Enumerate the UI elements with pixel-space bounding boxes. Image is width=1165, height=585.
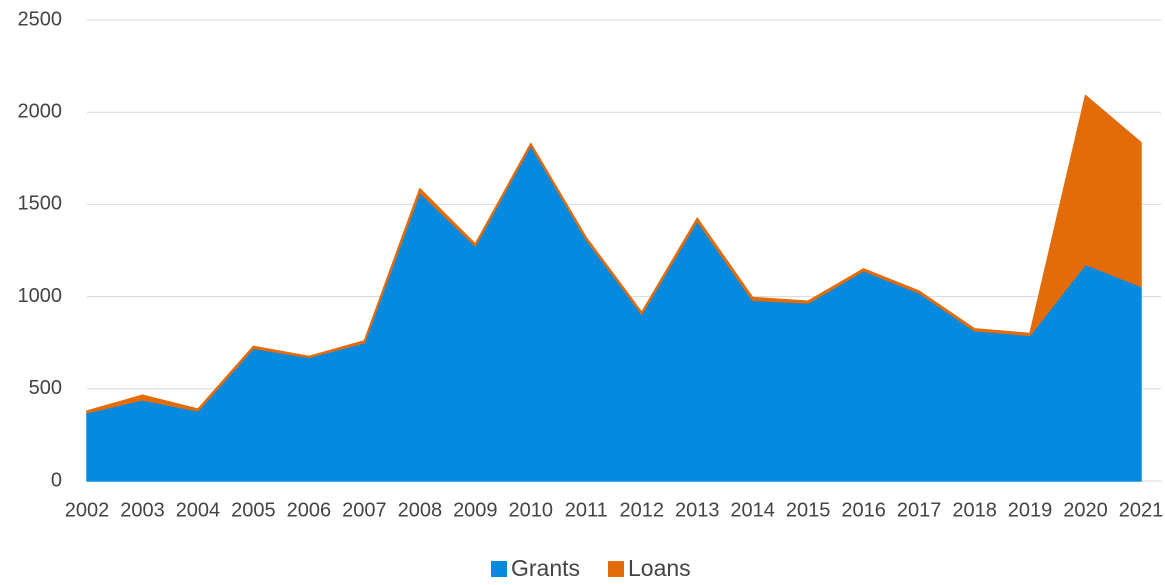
x-tick-label: 2014 [730, 499, 775, 521]
legend-label: Grants [511, 555, 580, 581]
y-tick-label: 1500 [18, 193, 63, 215]
x-tick-label: 2012 [619, 499, 664, 521]
x-tick-label: 2002 [65, 499, 110, 521]
x-tick-label: 2004 [176, 499, 221, 521]
x-tick-label: 2018 [952, 499, 997, 521]
x-tick-label: 2003 [120, 499, 165, 521]
area [86, 94, 1142, 414]
x-tick-label: 2010 [509, 499, 554, 521]
x-tick-label: 2009 [453, 499, 498, 521]
x-tick-label: 2011 [565, 499, 608, 521]
area [86, 144, 1142, 482]
x-tick-label: 2007 [342, 499, 387, 521]
y-tick-label: 2500 [18, 8, 63, 30]
legend-swatch [608, 561, 624, 577]
x-tick-label: 2006 [287, 499, 332, 521]
x-tick-label: 2005 [231, 499, 276, 521]
x-tick-label: 2020 [1063, 499, 1108, 521]
x-tick-label: 2015 [786, 499, 831, 521]
x-tick-label: 2008 [398, 499, 443, 521]
x-tick-label: 2021 [1119, 499, 1164, 521]
x-tick-label: 2019 [1008, 499, 1053, 521]
x-tick-label: 2016 [841, 499, 886, 521]
legend-label: Loans [628, 555, 691, 581]
y-tick-label: 500 [29, 377, 62, 399]
y-tick-label: 2000 [18, 100, 63, 122]
y-tick-label: 1000 [18, 285, 63, 307]
x-tick-label: 2013 [675, 499, 720, 521]
y-tick-label: 0 [51, 469, 62, 491]
legend-swatch [491, 561, 507, 577]
x-tick-label: 2017 [897, 499, 942, 521]
